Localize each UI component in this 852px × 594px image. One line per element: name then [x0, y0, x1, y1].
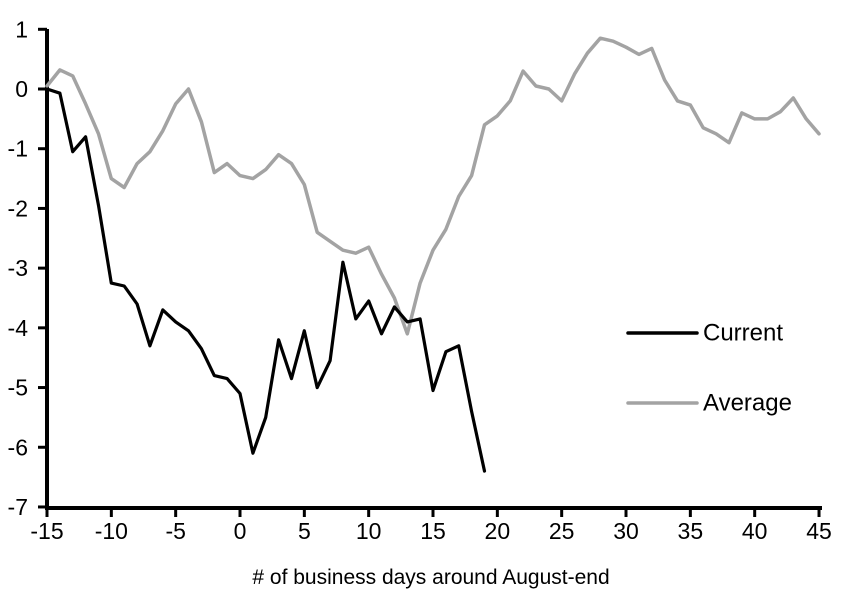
y-tick-label: -4: [8, 315, 29, 341]
x-tick-label: 10: [356, 518, 382, 544]
y-tick-label: 0: [15, 76, 28, 102]
y-tick-label: -3: [8, 255, 28, 281]
x-tick-label: -10: [95, 518, 128, 544]
x-tick-label: 40: [742, 518, 768, 544]
legend-label-current: Current: [703, 320, 783, 347]
y-tick-label: 1: [15, 16, 28, 42]
x-tick-label: 30: [613, 518, 639, 544]
y-tick-label: -2: [8, 195, 28, 221]
x-tick-label: -15: [30, 518, 63, 544]
series-line-current: [45, 87, 487, 473]
y-tick-label: -6: [8, 434, 28, 460]
x-tick-label: 35: [678, 518, 704, 544]
x-tick-label: 0: [234, 518, 247, 544]
x-tick-label: 25: [549, 518, 575, 544]
y-tick-label: -5: [8, 375, 28, 401]
x-tick-label: -5: [165, 518, 185, 544]
y-tick-label: -1: [8, 136, 28, 162]
legend-label-average: Average: [703, 390, 792, 417]
x-tick-label: 20: [485, 518, 511, 544]
x-tick-label: 5: [298, 518, 311, 544]
y-tick-label: -7: [8, 494, 28, 520]
x-tick-label: 15: [420, 518, 446, 544]
x-axis-title: # of business days around August-end: [252, 566, 609, 589]
x-tick-label: 45: [806, 518, 832, 544]
series-line-average: [45, 36, 821, 336]
